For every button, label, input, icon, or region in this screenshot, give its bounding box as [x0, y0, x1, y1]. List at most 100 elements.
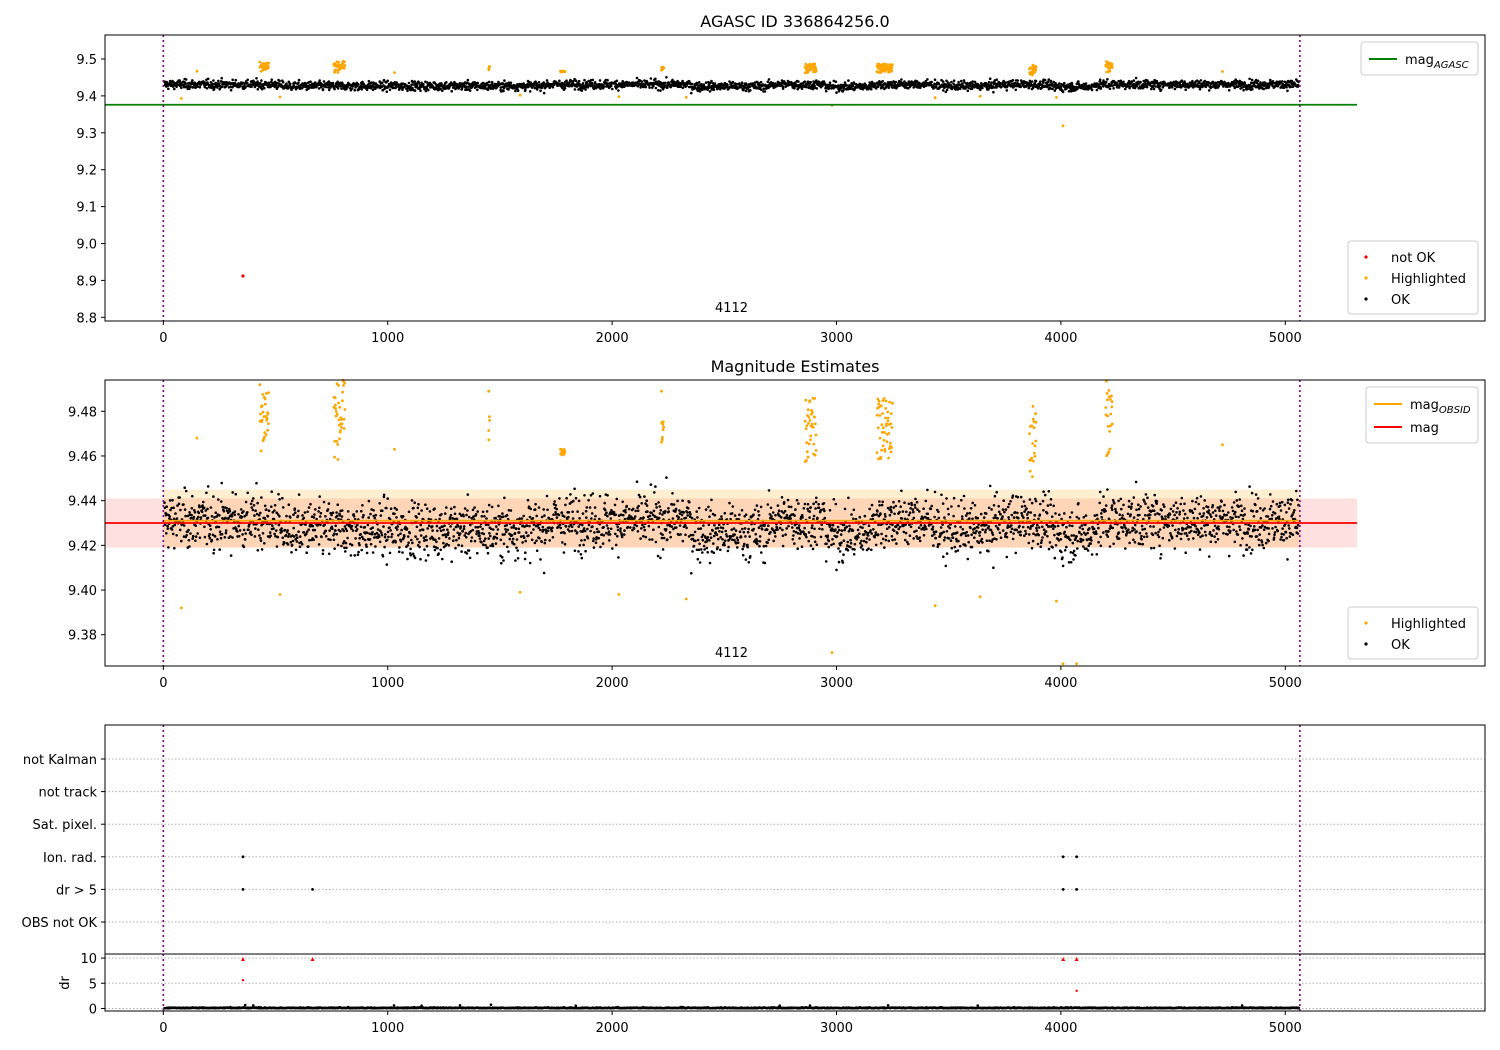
ok-point — [329, 538, 332, 542]
ok-point — [491, 528, 495, 531]
panel-1-title: AGASC ID 336864256.0 — [700, 12, 889, 31]
legend-point-label: OK — [1391, 293, 1410, 308]
ok-point — [393, 512, 396, 516]
ok-point — [309, 80, 312, 83]
ok-point — [706, 551, 709, 554]
ok-point — [652, 84, 655, 88]
ok-point — [230, 515, 234, 518]
ok-point — [163, 523, 167, 527]
ok-point — [1106, 78, 1109, 81]
ok-point — [373, 532, 377, 536]
ok-point — [719, 87, 722, 91]
ok-point — [1159, 88, 1163, 92]
ok-point — [249, 502, 253, 506]
ok-point — [671, 78, 674, 82]
ok-point — [191, 534, 195, 538]
ok-point — [517, 527, 521, 531]
ok-point — [583, 84, 587, 88]
ok-point — [241, 533, 244, 536]
ok-point — [435, 540, 438, 544]
highlighted-point — [278, 95, 282, 99]
ok-point — [478, 534, 481, 537]
ok-point — [609, 84, 613, 88]
ok-point — [334, 524, 338, 527]
ok-point — [320, 535, 323, 539]
ok-point — [365, 545, 368, 548]
ok-point — [720, 515, 723, 518]
ok-point — [224, 531, 228, 535]
ok-point — [419, 89, 422, 93]
ok-point — [937, 82, 941, 86]
ok-point — [1232, 84, 1235, 88]
ok-point — [762, 87, 766, 90]
highlighted-point — [343, 64, 347, 67]
ok-point — [731, 505, 735, 508]
ok-point — [511, 537, 515, 541]
ok-point — [712, 551, 716, 554]
ok-point — [277, 523, 281, 527]
ok-point — [463, 507, 467, 510]
ok-point — [1090, 86, 1093, 89]
ok-point — [343, 546, 346, 550]
ok-point — [335, 514, 339, 518]
obsid-label: 4112 — [715, 301, 748, 316]
ok-point — [424, 503, 427, 507]
ok-point — [289, 540, 293, 544]
ok-point — [804, 533, 808, 536]
ok-point — [586, 86, 590, 89]
ok-point — [540, 515, 544, 519]
ok-point — [555, 516, 559, 519]
ok-point — [1014, 88, 1018, 92]
ok-point — [388, 551, 392, 555]
ok-point — [1139, 80, 1142, 84]
ok-point — [417, 502, 420, 506]
ok-point — [452, 528, 456, 531]
ok-point — [167, 546, 170, 549]
ok-point — [563, 531, 566, 535]
ok-point — [733, 538, 736, 542]
ok-point — [406, 557, 409, 561]
ok-point — [652, 528, 655, 531]
ok-point — [381, 555, 385, 558]
ok-point — [386, 497, 390, 500]
ok-point — [696, 516, 699, 519]
ok-point — [815, 543, 819, 546]
ok-point — [200, 510, 204, 514]
ok-point — [721, 526, 725, 530]
ok-point — [278, 515, 281, 518]
ok-point — [424, 535, 428, 538]
ok-point — [514, 527, 518, 531]
ok-point — [406, 89, 409, 93]
ok-point — [749, 555, 752, 558]
ok-point — [731, 80, 735, 84]
ok-point — [242, 510, 245, 513]
ok-point — [539, 558, 542, 561]
ok-point — [767, 489, 771, 492]
ok-point — [199, 516, 203, 519]
ok-point — [433, 548, 437, 552]
highlighted-point — [342, 66, 346, 70]
ok-point — [318, 79, 322, 82]
ok-point — [191, 537, 194, 540]
ok-point — [644, 535, 648, 539]
ok-point — [363, 525, 367, 529]
ok-point — [267, 81, 271, 85]
ok-point — [842, 88, 845, 92]
highlighted-point — [890, 66, 894, 70]
ok-point — [448, 537, 451, 540]
ok-point — [815, 496, 818, 500]
ok-point — [1095, 88, 1099, 92]
ok-point — [217, 525, 221, 529]
ok-point — [209, 528, 212, 531]
ok-point — [586, 536, 590, 540]
ok-point — [503, 533, 506, 536]
ok-point — [792, 534, 795, 537]
ok-point — [229, 554, 233, 557]
ok-point — [443, 512, 447, 515]
ok-point — [534, 502, 537, 506]
ok-point — [648, 86, 651, 89]
ok-point — [327, 552, 331, 556]
ok-point — [393, 506, 397, 510]
ok-point — [478, 531, 481, 535]
ok-point — [743, 527, 747, 530]
